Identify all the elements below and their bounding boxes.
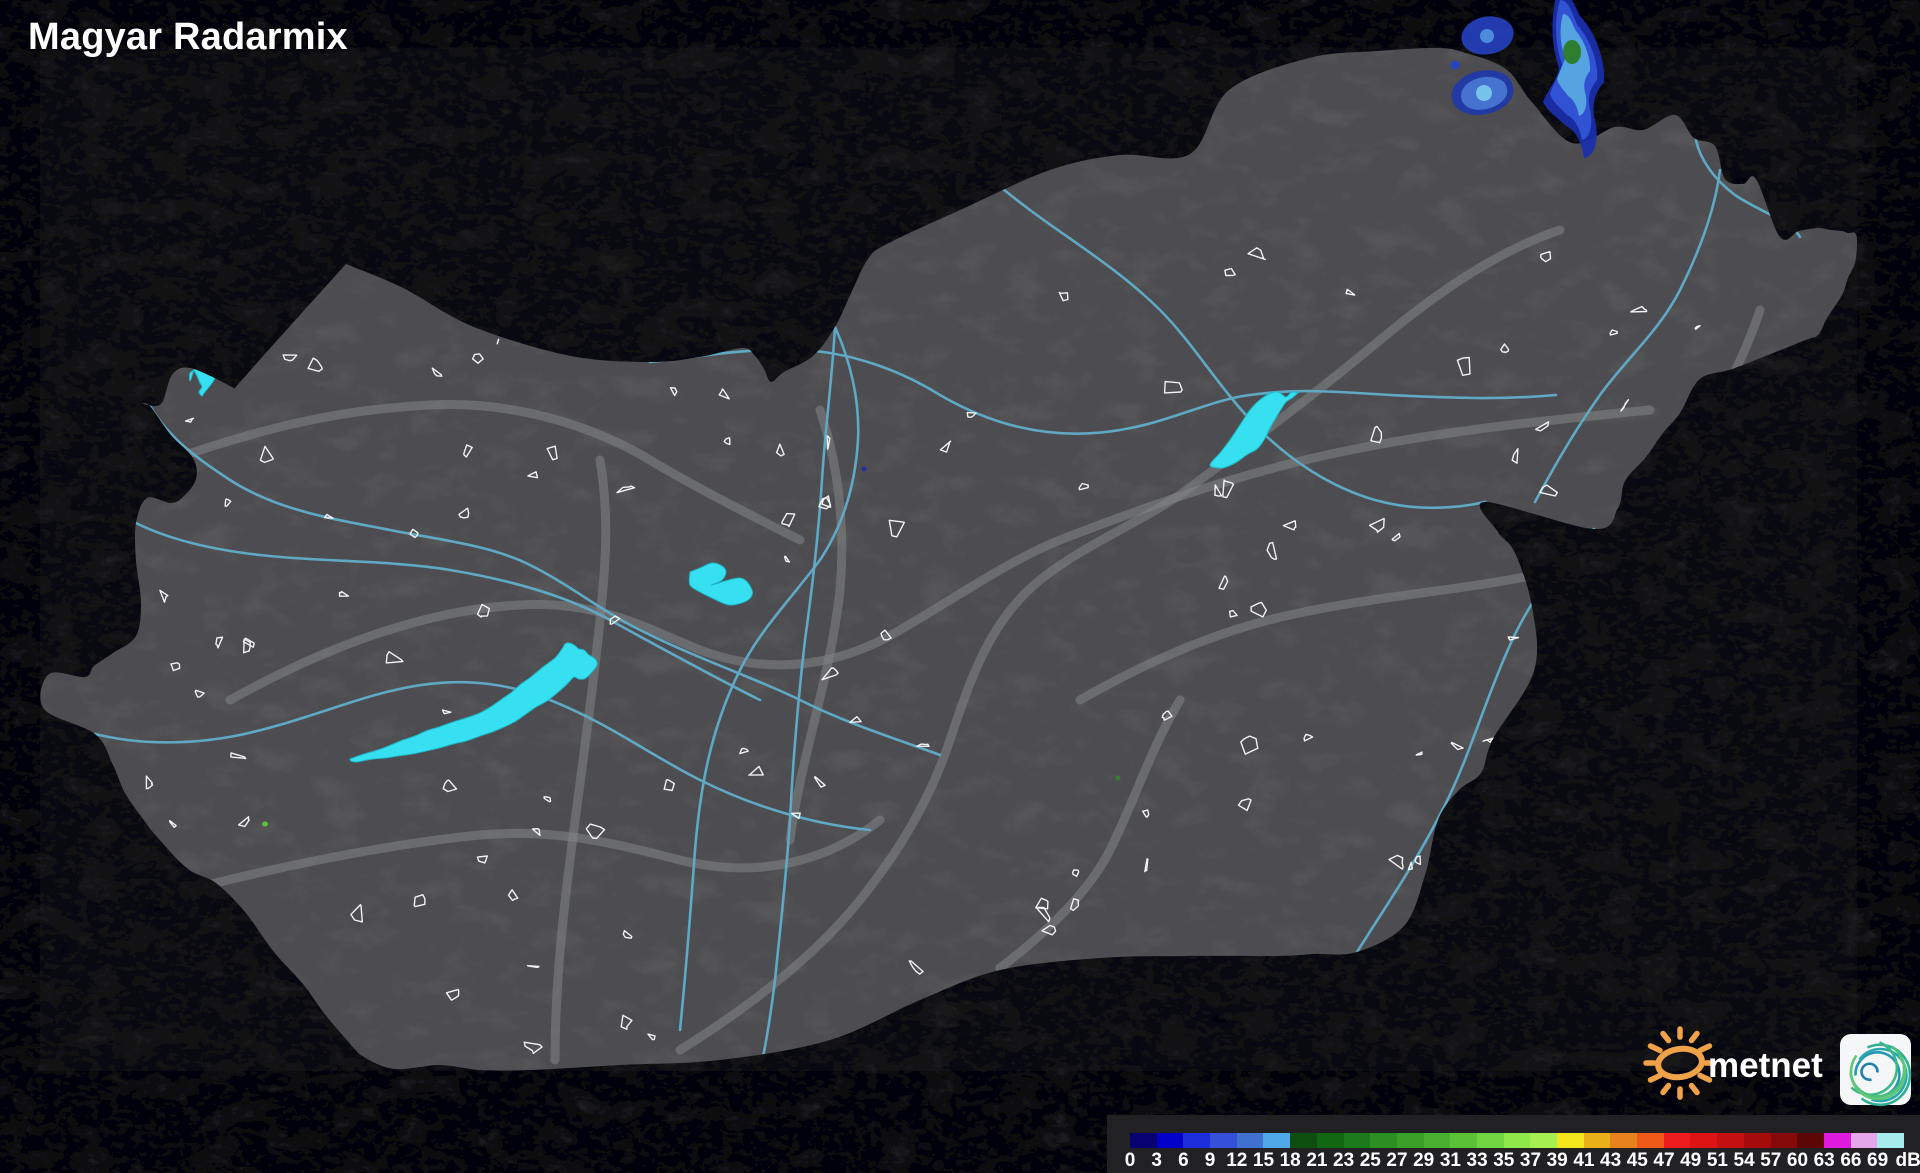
svg-text:metnet: metnet — [1708, 1046, 1823, 1085]
